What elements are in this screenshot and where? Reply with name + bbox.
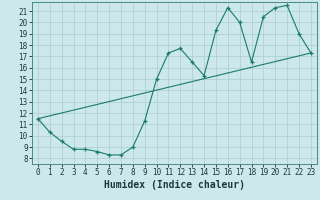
X-axis label: Humidex (Indice chaleur): Humidex (Indice chaleur) (104, 180, 245, 190)
